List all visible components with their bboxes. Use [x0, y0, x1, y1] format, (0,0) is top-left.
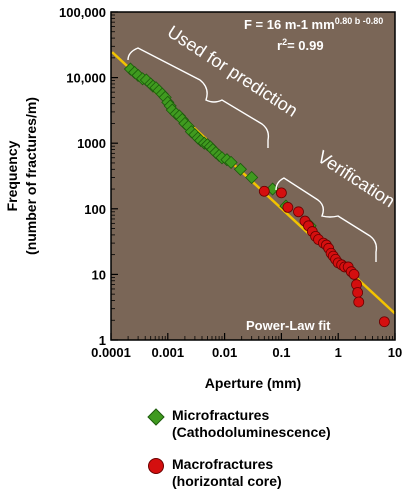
diamond-marker-icon: [147, 408, 165, 426]
y-tick-label: 100: [84, 202, 106, 217]
y-tick-label: 10: [92, 267, 106, 282]
x-tick-label: 0.1: [272, 345, 290, 360]
microfracture-point-31: [224, 155, 238, 169]
macrofracture-point-22: [352, 287, 364, 298]
legend-label-microfractures: Microfractures (Cathodoluminescence): [172, 407, 331, 440]
y-axis-label-line1: Frequency: [4, 140, 20, 211]
macrofracture-point-3: [293, 206, 304, 218]
x-tick-label: 0.01: [212, 345, 237, 360]
y-tick-label: 10,000: [66, 71, 106, 86]
microfracture-point-33: [245, 170, 259, 185]
macrofracture-point-0: [258, 185, 270, 197]
prediction-bracket: [127, 47, 270, 148]
macrofracture-point-23: [353, 296, 365, 308]
macrofracture-point-24: [378, 316, 390, 328]
chart: 0.0001 0.001 0.01 0.1 1 10 1 10 100 1000 10,000 100…: [4, 5, 402, 391]
r-squared-text: r2= 0.99: [277, 37, 324, 53]
x-tick-label: 1: [335, 345, 342, 360]
legend-item-microfractures: Microfractures (Cathodoluminescence): [146, 407, 331, 441]
y-tick-label: 100,000: [59, 5, 106, 20]
circle-marker-icon: [148, 458, 164, 474]
y-axis-label-line2: (number of fractures/m): [23, 97, 39, 255]
x-axis-label: Aperture (mm): [205, 375, 301, 391]
microfracture-point-32: [233, 162, 247, 176]
plot-frame: [110, 11, 396, 341]
y-tick-label: 1000: [77, 136, 106, 151]
y-tick-label: 1: [99, 333, 106, 348]
equation-text: F = 16 m-1 mm0.80 b -0.80: [244, 16, 383, 32]
verification-bracket: [275, 177, 378, 262]
legend-item-macrofractures: Macrofractures (horizontal core): [146, 456, 282, 490]
macrofracture-point-1: [275, 187, 287, 199]
macrofracture-point-20: [348, 268, 360, 280]
power-law-fit-label: Power-Law fit: [246, 318, 331, 333]
x-tick-label: 0.001: [152, 345, 185, 360]
legend-label-macrofractures: Macrofractures (horizontal core): [172, 456, 282, 489]
macrofracture-point-2: [282, 202, 294, 213]
x-tick-label: 10: [388, 345, 402, 360]
x-tick-label: 0.0001: [91, 345, 131, 360]
